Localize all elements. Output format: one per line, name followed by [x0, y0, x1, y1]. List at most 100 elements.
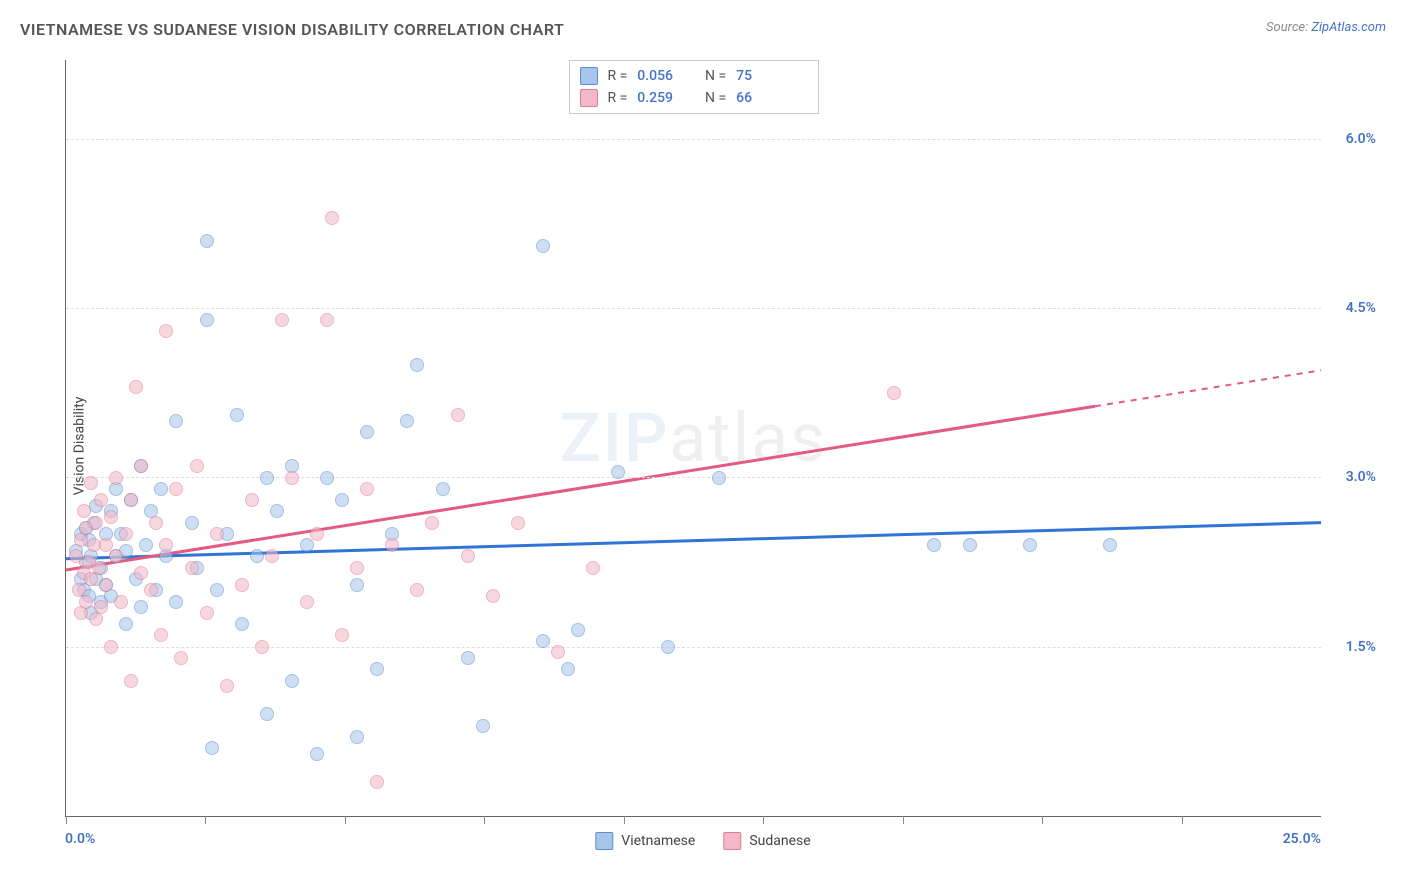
scatter-point — [144, 583, 158, 597]
scatter-point — [275, 313, 289, 327]
scatter-point — [486, 589, 500, 603]
scatter-point — [1103, 538, 1117, 552]
scatter-point — [230, 408, 244, 422]
scatter-point — [536, 634, 550, 648]
x-axis-max-label: 25.0% — [1283, 831, 1321, 847]
plot-area: ZIPatlas R =0.056N =75R =0.259N =66 — [65, 60, 1321, 817]
x-tick — [205, 816, 206, 824]
scatter-point — [611, 465, 625, 479]
scatter-point — [94, 600, 108, 614]
stat-r-label: R = — [608, 90, 628, 106]
scatter-point — [712, 471, 726, 485]
x-tick — [903, 816, 904, 824]
scatter-point — [255, 640, 269, 654]
gridline-h — [66, 139, 1321, 140]
legend-swatch — [580, 89, 598, 107]
scatter-point — [139, 538, 153, 552]
scatter-point — [425, 516, 439, 530]
legend-item: Sudanese — [723, 832, 810, 850]
y-tick-label: 3.0% — [1346, 469, 1376, 485]
scatter-point — [250, 549, 264, 563]
scatter-point — [410, 358, 424, 372]
scatter-point — [586, 561, 600, 575]
scatter-point — [887, 386, 901, 400]
scatter-point — [963, 538, 977, 552]
stat-n-label: N = — [705, 90, 726, 106]
scatter-point — [89, 516, 103, 530]
y-tick-label: 4.5% — [1346, 300, 1376, 316]
scatter-point — [77, 504, 91, 518]
scatter-point — [270, 504, 284, 518]
scatter-point — [385, 538, 399, 552]
scatter-point — [124, 674, 138, 688]
scatter-point — [109, 471, 123, 485]
scatter-point — [300, 595, 314, 609]
scatter-point — [235, 617, 249, 631]
watermark: ZIPatlas — [560, 398, 828, 478]
trend-line-extension — [1095, 370, 1321, 406]
x-tick — [763, 816, 764, 824]
stat-r-value: 0.056 — [637, 68, 673, 84]
bottom-legend: Vietnamese Sudanese — [595, 832, 810, 850]
scatter-point — [360, 425, 374, 439]
scatter-point — [169, 595, 183, 609]
scatter-point — [335, 628, 349, 642]
scatter-point — [927, 538, 941, 552]
scatter-point — [536, 239, 550, 253]
x-tick — [1042, 816, 1043, 824]
stat-r-label: R = — [608, 68, 628, 84]
scatter-point — [661, 640, 675, 654]
legend-swatch — [580, 67, 598, 85]
x-tick — [624, 816, 625, 824]
scatter-point — [350, 730, 364, 744]
scatter-point — [551, 645, 565, 659]
scatter-point — [320, 313, 334, 327]
legend-swatch — [595, 832, 613, 850]
gridline-h — [66, 477, 1321, 478]
scatter-point — [200, 313, 214, 327]
scatter-point — [119, 527, 133, 541]
scatter-point — [461, 549, 475, 563]
scatter-point — [511, 516, 525, 530]
scatter-point — [174, 651, 188, 665]
stats-legend: R =0.056N =75R =0.259N =66 — [569, 60, 819, 114]
scatter-point — [476, 719, 490, 733]
scatter-point — [300, 538, 314, 552]
scatter-point — [235, 578, 249, 592]
scatter-point — [571, 623, 585, 637]
scatter-point — [461, 651, 475, 665]
x-tick — [484, 816, 485, 824]
scatter-point — [210, 527, 224, 541]
source-prefix: Source: — [1266, 20, 1311, 35]
scatter-point — [220, 679, 234, 693]
scatter-point — [124, 493, 138, 507]
scatter-point — [79, 595, 93, 609]
scatter-point — [451, 408, 465, 422]
y-tick-label: 1.5% — [1346, 639, 1376, 655]
source-link[interactable]: ZipAtlas.com — [1311, 20, 1386, 35]
scatter-point — [94, 493, 108, 507]
scatter-point — [185, 516, 199, 530]
scatter-point — [350, 561, 364, 575]
scatter-point — [190, 459, 204, 473]
legend-label: Vietnamese — [621, 833, 695, 849]
scatter-point — [185, 561, 199, 575]
chart-title: VIETNAMESE VS SUDANESE VISION DISABILITY… — [20, 20, 1386, 39]
scatter-point — [154, 628, 168, 642]
chart-container: VIETNAMESE VS SUDANESE VISION DISABILITY… — [20, 20, 1386, 872]
stats-legend-row: R =0.056N =75 — [580, 65, 808, 87]
scatter-point — [104, 510, 118, 524]
legend-label: Sudanese — [749, 833, 810, 849]
scatter-point — [561, 662, 575, 676]
scatter-point — [1023, 538, 1037, 552]
scatter-point — [84, 476, 98, 490]
scatter-point — [169, 482, 183, 496]
scatter-point — [159, 324, 173, 338]
scatter-point — [99, 578, 113, 592]
scatter-point — [325, 211, 339, 225]
scatter-point — [245, 493, 259, 507]
scatter-point — [350, 578, 364, 592]
scatter-point — [260, 707, 274, 721]
stats-legend-row: R =0.259N =66 — [580, 87, 808, 109]
legend-item: Vietnamese — [595, 832, 695, 850]
